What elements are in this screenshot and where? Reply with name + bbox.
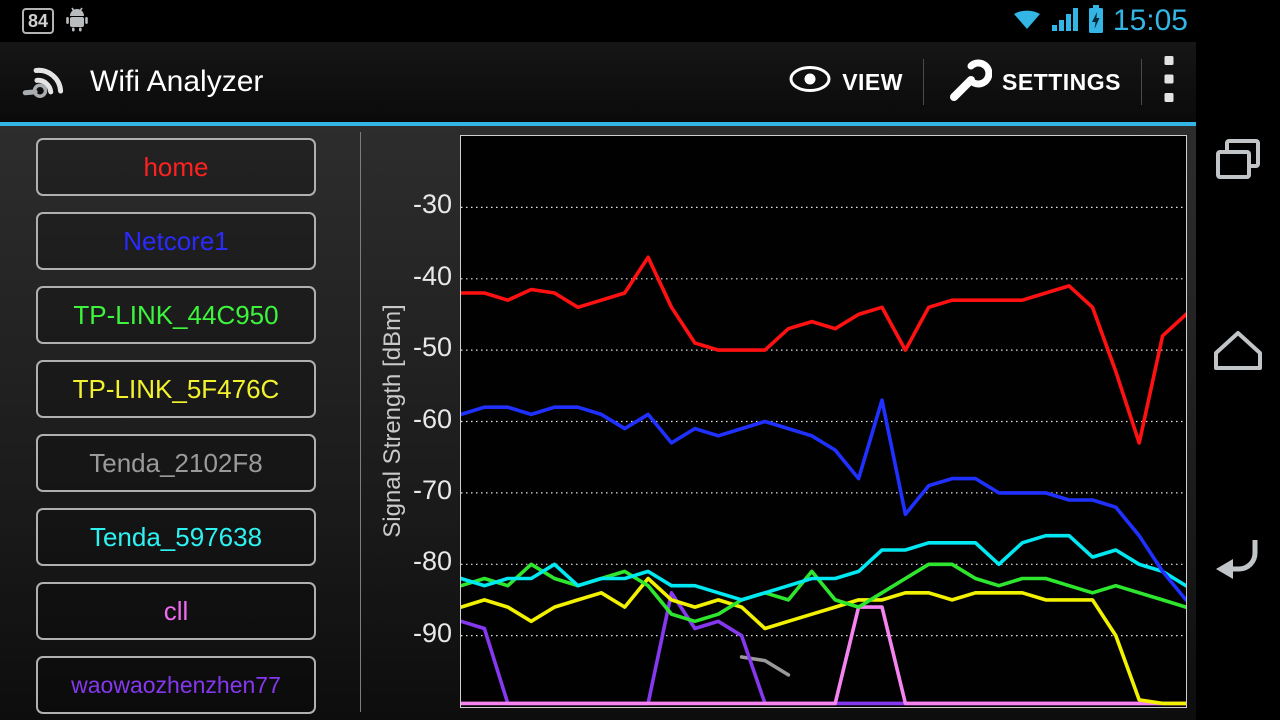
y-tick-label: -70	[412, 474, 452, 505]
home-icon	[1208, 331, 1268, 382]
view-button-label: VIEW	[842, 68, 903, 95]
series-line-TP-LINK_44C950	[461, 562, 1186, 624]
app-title: Wifi Analyzer	[90, 65, 264, 98]
network-button-waowaozhenzhen77[interactable]: waowaozhenzhen77	[36, 656, 316, 714]
status-bar-left: 84	[0, 5, 90, 38]
network-button-TP-LINK_44C950[interactable]: TP-LINK_44C950	[36, 286, 316, 344]
signal-strength-chart	[461, 206, 1186, 706]
list-chart-divider	[360, 132, 361, 712]
y-tick-label: -80	[412, 546, 452, 577]
clock-text: 15:05	[1112, 4, 1188, 37]
action-bar-actions: VIEW SETTINGS	[768, 42, 1196, 122]
network-button-Netcore1[interactable]: Netcore1	[36, 212, 316, 270]
network-button-Tenda_2102F8[interactable]: Tenda_2102F8	[36, 434, 316, 492]
series-line-cll	[461, 605, 1186, 706]
wrench-icon	[944, 55, 993, 109]
network-button-cll[interactable]: cll	[36, 582, 316, 640]
status-bar-right: 15:05	[1011, 0, 1196, 42]
main-content: home Netcore1 TP-LINK_44C950 TP-LINK_5F476C…	[0, 126, 1196, 720]
network-list: home Netcore1 TP-LINK_44C950 TP-LINK_5F476C…	[36, 138, 316, 720]
recents-icon	[1208, 139, 1268, 192]
series-line-home	[461, 255, 1186, 445]
back-icon	[1208, 540, 1268, 592]
actionbar-accent-line	[0, 122, 1196, 126]
back-button[interactable]	[1208, 532, 1268, 593]
status-bar: 84	[0, 0, 1196, 42]
signal-bars-icon	[1051, 5, 1079, 38]
android-robot-icon	[64, 5, 90, 38]
battery-charging-icon	[1087, 4, 1105, 39]
series-line-Netcore1	[461, 398, 1186, 602]
action-bar-divider	[922, 59, 924, 105]
wifi-analyzer-logo-icon	[20, 51, 78, 114]
y-tick-label: -30	[412, 189, 452, 220]
y-tick-label: -50	[412, 332, 452, 363]
overflow-dots-icon	[1162, 53, 1176, 111]
view-button[interactable]: VIEW	[768, 42, 923, 122]
settings-button[interactable]: SETTINGS	[924, 42, 1141, 122]
home-button[interactable]	[1208, 322, 1268, 383]
y-tick-label: -90	[412, 617, 452, 648]
network-button-TP-LINK_5F476C[interactable]: TP-LINK_5F476C	[36, 360, 316, 418]
series-line-TP-LINK_5F476C	[461, 576, 1186, 706]
network-button-Tenda_597638[interactable]: Tenda_597638	[36, 508, 316, 566]
battery-percent-badge: 84	[22, 8, 55, 34]
series-line-Tenda_597638	[461, 533, 1186, 602]
action-bar-divider	[1141, 59, 1142, 105]
network-button-home[interactable]: home	[36, 138, 316, 196]
recents-button[interactable]	[1208, 132, 1268, 193]
overflow-menu-button[interactable]	[1142, 42, 1196, 122]
settings-button-label: SETTINGS	[1001, 68, 1121, 95]
system-nav-bar	[1196, 0, 1280, 720]
y-tick-label: -40	[412, 260, 452, 291]
y-tick-label: -60	[412, 403, 452, 434]
action-bar: Wifi Analyzer VIEW	[0, 42, 1196, 122]
eye-icon	[788, 64, 832, 100]
time-graph-plot	[460, 135, 1187, 708]
wifi-status-icon	[1011, 5, 1043, 38]
